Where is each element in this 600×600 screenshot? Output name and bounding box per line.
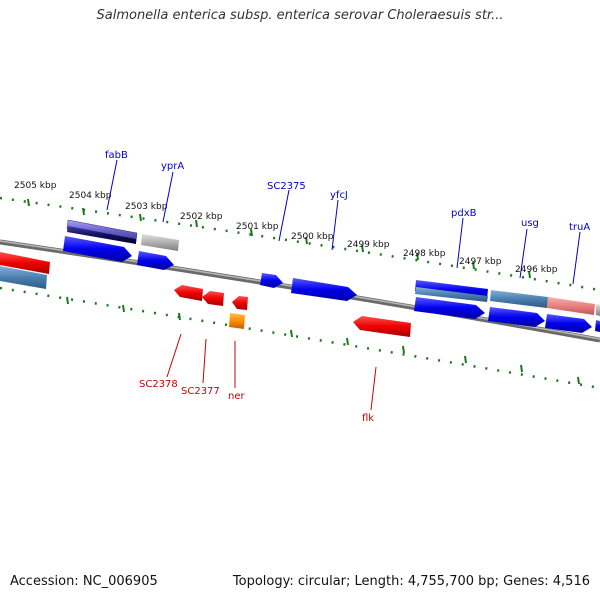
kbp-label: 2500 kbp [291,232,334,242]
genome-summary-text: Topology: circular; Length: 4,755,700 bp… [232,574,590,589]
feature-bar[interactable] [490,290,548,308]
gene-arrow[interactable] [232,296,248,310]
kbp-label: 2503 kbp [125,202,168,212]
gene-label-pdxB: pdxB [451,208,477,219]
gene-arrow[interactable] [63,236,132,262]
kbp-label: 2499 kbp [347,240,390,250]
gene-label-yfcJ: yfcJ [330,190,348,201]
gene-label-flk: flk [362,413,374,424]
forward-strand-genes[interactable] [0,236,600,333]
gene-arrow[interactable] [0,252,50,274]
lower-major-ticks [66,296,580,385]
gene-label-usg: usg [521,218,539,229]
accession-text: Accession: NC_006905 [10,574,158,589]
lower-scale-track [0,286,600,390]
feature-bar[interactable] [547,297,595,315]
gene-label-SC2375: SC2375 [267,181,306,192]
gene-label-fabB: fabB [105,150,128,161]
kbp-label: 2502 kbp [180,212,223,222]
gene-label-SC2378: SC2378 [139,379,178,390]
feature-bar[interactable] [229,313,245,329]
gene-arrow[interactable] [174,285,203,301]
kbp-label: 2501 kbp [236,222,279,232]
feature-bar[interactable] [415,287,488,302]
gene-label-ner: ner [228,391,245,402]
gene-label-yprA: yprA [161,161,184,172]
feature-bar[interactable] [596,304,600,316]
forward-gene-labels: fabB yprA SC2375 yfcJ pdxB usg truA [105,150,590,285]
kbp-label: 2504 kbp [69,191,112,201]
feature-bar[interactable] [67,226,136,244]
gene-arrow[interactable] [353,316,411,337]
gene-arrow[interactable] [291,278,357,301]
gene-arrow[interactable] [137,251,174,270]
kbp-label: 2496 kbp [515,265,558,275]
gene-label-truA: truA [569,222,590,233]
feature-bar[interactable] [0,266,47,289]
gene-arrow[interactable] [260,273,283,288]
feature-track-top[interactable] [66,219,600,316]
gene-arrow[interactable] [414,297,485,319]
kbp-label: 2497 kbp [459,257,502,267]
gene-label-SC2377: SC2377 [181,386,220,397]
upper-major-ticks [27,198,531,279]
reverse-strand-genes[interactable] [0,252,411,337]
gene-arrow[interactable] [545,314,592,333]
gene-arrow[interactable] [595,320,600,332]
reverse-gene-labels: SC2378 SC2377 ner flk [139,333,377,424]
kbp-label: 2498 kbp [403,249,446,259]
kbp-label: 2505 kbp [14,181,57,191]
feature-bar[interactable] [141,234,179,251]
scale-labels: 2505 kbp 2504 kbp 2503 kbp 2502 kbp 2501… [14,181,558,275]
gene-arrow[interactable] [488,307,545,327]
map-title: Salmonella enterica subsp. enterica sero… [96,8,504,23]
gene-arrow[interactable] [202,291,224,306]
